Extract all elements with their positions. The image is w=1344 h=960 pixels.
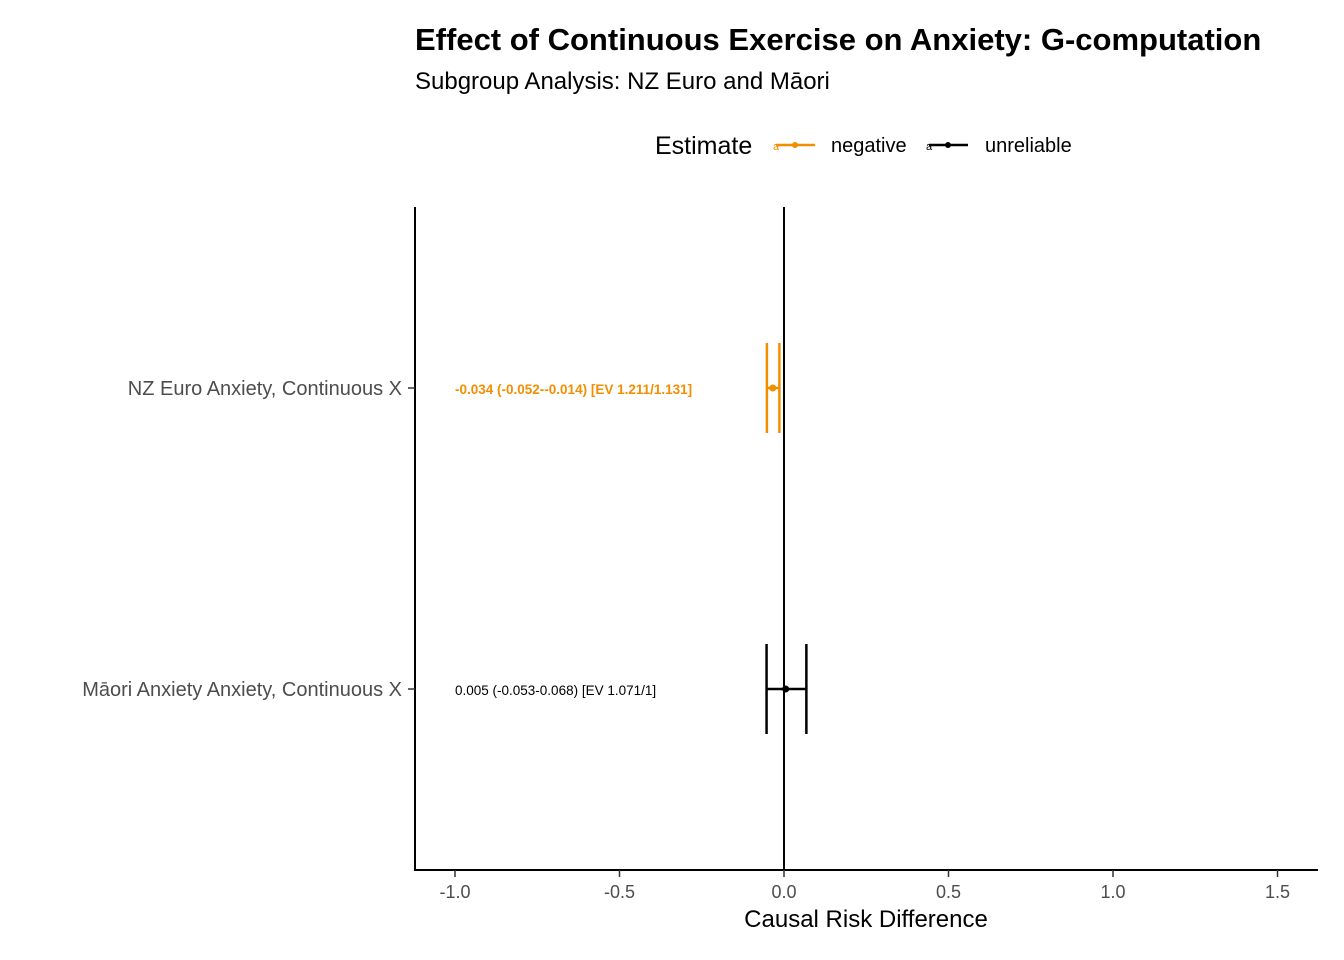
point-estimate <box>769 384 777 392</box>
x-tick-label: 0.0 <box>771 882 796 902</box>
forest-row: NZ Euro Anxiety, Continuous X -0.034 (-0.… <box>128 343 781 433</box>
legend: Estimate a negative a unreliable <box>655 132 1072 160</box>
y-category-label: Māori Anxiety Anxiety, Continuous X <box>82 679 402 701</box>
y-category-label: NZ Euro Anxiety, Continuous X <box>128 378 402 400</box>
chart-subtitle: Subgroup Analysis: NZ Euro and Māori <box>415 68 830 95</box>
legend-key-point <box>792 142 798 148</box>
x-tick-label: 0.5 <box>936 882 961 902</box>
axes <box>414 207 1318 871</box>
x-axis-ticks: -1.0 -0.5 0.0 0.5 1.0 1.5 <box>439 870 1290 902</box>
x-tick-label: 1.5 <box>1265 882 1290 902</box>
x-tick-label: 1.0 <box>1100 882 1125 902</box>
estimate-annotation: -0.034 (-0.052--0.014) [EV 1.211/1.131] <box>455 382 692 397</box>
x-tick-label: -1.0 <box>439 882 470 902</box>
legend-item-negative: a negative <box>773 135 907 157</box>
legend-key-text-glyph: a <box>926 141 933 153</box>
x-axis-title: Causal Risk Difference <box>744 906 988 933</box>
plot-rows: NZ Euro Anxiety, Continuous X -0.034 (-0.… <box>82 343 808 734</box>
forest-row: Māori Anxiety Anxiety, Continuous X 0.005… <box>82 644 808 734</box>
x-tick-label: -0.5 <box>604 882 635 902</box>
legend-label: negative <box>831 135 907 157</box>
legend-label: unreliable <box>985 135 1072 157</box>
legend-key-point <box>945 142 951 148</box>
legend-key-text-glyph: a <box>773 141 780 153</box>
chart-title: Effect of Continuous Exercise on Anxiety… <box>415 22 1261 57</box>
estimate-annotation: 0.005 (-0.053-0.068) [EV 1.071/1] <box>455 683 656 698</box>
legend-title: Estimate <box>655 132 752 160</box>
legend-item-unreliable: a unreliable <box>926 135 1072 157</box>
point-estimate <box>782 685 790 693</box>
